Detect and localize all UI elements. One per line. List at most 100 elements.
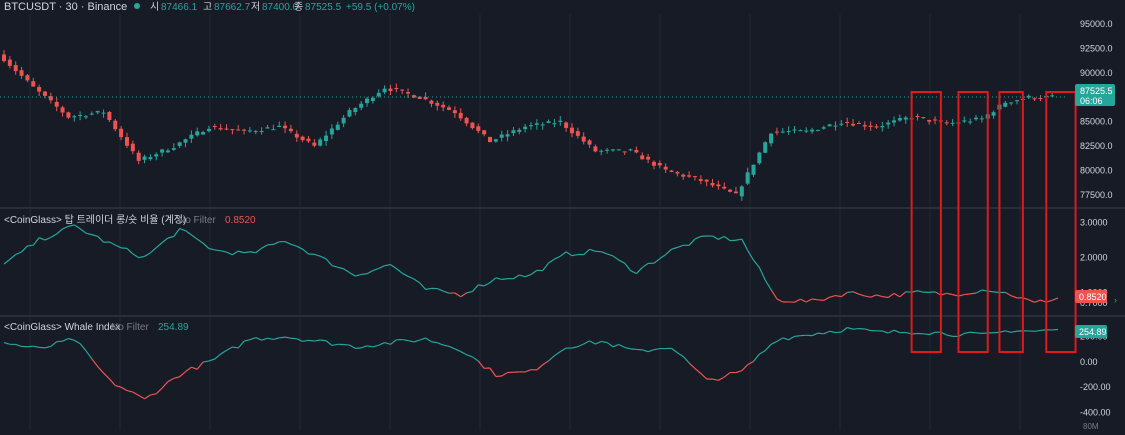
series-segment: [180, 229, 186, 231]
series-segment: [408, 276, 414, 279]
candle-body: [652, 162, 656, 166]
series-segment: [344, 345, 350, 346]
series-segment: [800, 299, 806, 302]
candle-body: [342, 118, 346, 124]
candle-body: [283, 126, 287, 129]
series-segment: [595, 341, 601, 344]
candle-body: [184, 139, 188, 142]
high-value: 87662.7: [214, 2, 251, 13]
axis-tick-label: 77500.0: [1080, 190, 1113, 200]
candle-body: [605, 150, 609, 151]
series-segment: [133, 392, 139, 395]
series-segment: [490, 278, 496, 283]
series-segment: [414, 279, 420, 283]
axis-tick-label: 95000.0: [1080, 19, 1113, 29]
series-segment: [976, 333, 982, 334]
candle-body: [84, 116, 88, 117]
candle-body: [1038, 98, 1042, 99]
series-segment: [390, 340, 396, 345]
series-segment: [970, 332, 976, 333]
candle-body: [406, 92, 410, 93]
candle-body: [470, 123, 474, 128]
candle-body: [465, 118, 469, 124]
series-segment: [806, 299, 812, 302]
series-segment: [754, 354, 760, 361]
series-segment: [250, 338, 256, 340]
candle-body: [623, 151, 627, 152]
axis-tick-label: 85000.0: [1080, 117, 1113, 127]
series-segment: [882, 331, 888, 333]
series-segment: [742, 365, 748, 371]
pane-collapse-icon[interactable]: ›: [1114, 295, 1117, 305]
series-segment: [888, 293, 894, 297]
candle-body: [687, 175, 691, 176]
candle-body: [1033, 98, 1037, 99]
series-segment: [426, 288, 432, 289]
series-segment: [402, 340, 408, 341]
candle-body: [699, 179, 703, 181]
series-segment: [98, 366, 104, 373]
candle-body: [359, 104, 363, 108]
axis-tick-label: -200.00: [1080, 382, 1111, 392]
candle-body: [31, 81, 35, 86]
last-price-value: 87525.5: [1080, 86, 1113, 96]
series-segment: [80, 229, 86, 233]
series-segment: [227, 252, 233, 255]
series-segment: [402, 273, 408, 276]
high-label: 고: [203, 2, 212, 13]
series-segment: [150, 394, 156, 395]
series-segment: [619, 344, 625, 347]
series-segment: [496, 376, 502, 377]
series-segment: [4, 343, 10, 345]
series-segment: [355, 274, 361, 276]
series-segment: [256, 248, 262, 253]
series-segment: [771, 290, 777, 299]
candle-body: [921, 117, 925, 118]
highlight-boxes: [912, 92, 1076, 352]
series-segment: [250, 252, 256, 253]
candle-body: [617, 149, 621, 150]
candle-body: [629, 149, 633, 150]
axis-tick-label: -400.00: [1080, 407, 1111, 417]
series-segment: [795, 336, 801, 337]
indicator1-name[interactable]: <CoinGlass> 탑 트레이더 롱/숏 비율 (계정): [4, 214, 186, 226]
series-segment: [127, 391, 133, 393]
candle-body: [219, 128, 223, 129]
series-segment: [431, 342, 437, 343]
candle-body: [588, 140, 592, 144]
series-segment: [150, 248, 156, 253]
indicator2-name[interactable]: <CoinGlass> Whale Index: [4, 322, 120, 333]
series-segment: [238, 341, 244, 348]
candle-body: [242, 130, 246, 131]
highlight-box: [912, 92, 941, 352]
axis-tick-label: 3.0000: [1080, 218, 1108, 228]
candle-body: [869, 126, 873, 127]
candle-body: [90, 114, 94, 115]
candle-body: [681, 175, 685, 177]
series-segment: [701, 373, 707, 379]
series-segment: [1052, 298, 1058, 300]
indicator1-value: 0.8520: [225, 215, 256, 226]
series-segment: [273, 338, 279, 340]
series-segment: [777, 338, 783, 342]
series-segment: [344, 269, 350, 273]
change-value: +59.5 (+0.07%): [346, 2, 415, 13]
candle-body: [880, 126, 884, 127]
candle-body: [312, 143, 316, 146]
series-segment: [285, 242, 291, 245]
series-segment: [484, 283, 490, 286]
series-segment: [74, 340, 80, 343]
series-segment: [795, 299, 801, 302]
series-segment: [865, 296, 871, 297]
last-price-countdown: 06:06: [1080, 96, 1103, 106]
series-segment: [133, 254, 139, 258]
candle-body: [722, 187, 726, 189]
series-segment: [180, 372, 186, 377]
series-segment: [57, 341, 63, 342]
series-segment: [33, 346, 39, 347]
candle-body: [506, 134, 510, 136]
series-segment: [396, 269, 402, 274]
candle-body: [277, 126, 281, 127]
